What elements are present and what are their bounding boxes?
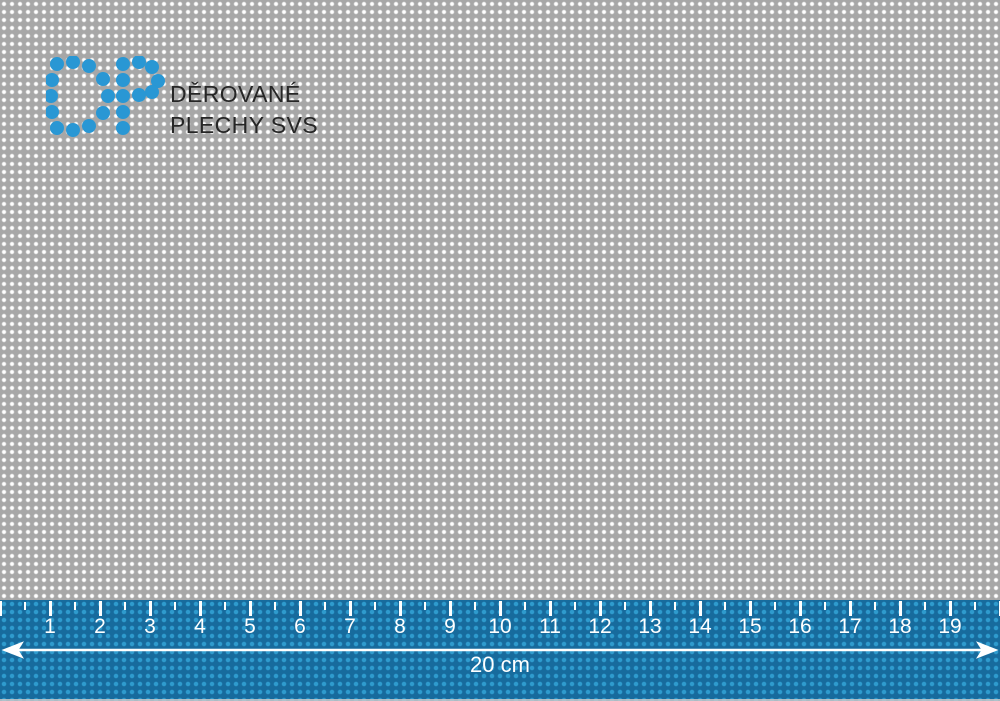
ruler-number: 15 <box>738 615 762 638</box>
ruler-tick-minor <box>723 602 727 610</box>
ruler-tick-minor <box>373 602 377 610</box>
ruler-number: 17 <box>838 615 862 638</box>
ruler-tick-minor <box>273 602 277 610</box>
ruler-tick-minor <box>923 602 927 610</box>
ruler-tick-major <box>798 601 802 616</box>
ruler-tick-major <box>48 601 52 616</box>
ruler-tick-major <box>598 601 602 616</box>
company-name-line1: DĚROVANÉ <box>170 81 301 107</box>
ruler-tick-major <box>698 601 702 616</box>
ruler-number: 4 <box>194 615 206 638</box>
ruler-tick-major <box>398 601 402 616</box>
ruler-tick-major <box>0 601 2 616</box>
ruler-number: 8 <box>394 615 406 638</box>
ruler-tick-major <box>148 601 152 616</box>
ruler-number: 3 <box>144 615 156 638</box>
ruler-tick-minor <box>673 602 677 610</box>
dp-logo-icon <box>46 56 165 137</box>
ruler: 1 2 3 4 5 6 7 8 9 10 11 12 13 14 15 16 17 18 19 20 cm <box>0 600 1000 701</box>
ruler-tick-minor <box>973 602 977 610</box>
ruler-tick-major <box>248 601 252 616</box>
ruler-tick-minor <box>423 602 427 610</box>
ruler-tick-major <box>98 601 102 616</box>
perforated-sheet-texture <box>0 0 1000 600</box>
ruler-number: 19 <box>938 615 962 638</box>
ruler-tick-minor <box>573 602 577 610</box>
ruler-tick-major <box>298 601 302 616</box>
ruler-tick-minor <box>173 602 177 610</box>
ruler-tick-minor <box>523 602 527 610</box>
ruler-tick-minor <box>123 602 127 610</box>
ruler-tick-major <box>748 601 752 616</box>
ruler-arrow-icon <box>1 641 999 659</box>
ruler-number: 2 <box>94 615 106 638</box>
ruler-tick-major <box>198 601 202 616</box>
ruler-tick-major <box>448 601 452 616</box>
ruler-tick-minor <box>223 602 227 610</box>
ruler-number: 5 <box>244 615 256 638</box>
ruler-tick-major <box>948 601 952 616</box>
ruler-number: 1 <box>44 615 56 638</box>
ruler-tick-major <box>648 601 652 616</box>
ruler-tick-minor <box>773 602 777 610</box>
ruler-tick-minor <box>73 602 77 610</box>
ruler-tick-minor <box>23 602 27 610</box>
ruler-tick-major <box>548 601 552 616</box>
ruler-number: 11 <box>539 615 561 638</box>
ruler-tick-major <box>848 601 852 616</box>
ruler-number: 12 <box>588 615 612 638</box>
ruler-tick-minor <box>823 602 827 610</box>
ruler-tick-major <box>348 601 352 616</box>
ruler-scale: 1 2 3 4 5 6 7 8 9 10 11 12 13 14 15 16 17 18 19 <box>0 600 1000 701</box>
ruler-number: 7 <box>344 615 356 638</box>
ruler-number: 6 <box>294 615 306 638</box>
ruler-number: 14 <box>688 615 712 638</box>
ruler-number: 9 <box>444 615 456 638</box>
ruler-tick-major <box>498 601 502 616</box>
ruler-tick-minor <box>323 602 327 610</box>
ruler-tick-minor <box>873 602 877 610</box>
logo <box>46 56 171 140</box>
company-name-line2: PLECHY SVS <box>170 112 319 138</box>
ruler-tick-major <box>998 601 1000 616</box>
ruler-number: 18 <box>888 615 912 638</box>
ruler-tick-major <box>898 601 902 616</box>
company-name: DĚROVANÉ PLECHY SVS <box>170 79 318 141</box>
ruler-number: 13 <box>638 615 662 638</box>
ruler-number: 16 <box>788 615 812 638</box>
ruler-tick-minor <box>623 602 627 610</box>
ruler-tick-minor <box>473 602 477 610</box>
ruler-number: 10 <box>488 615 512 638</box>
image-bottom-edge <box>0 699 1000 701</box>
ruler-total-label: 20 cm <box>470 652 530 677</box>
